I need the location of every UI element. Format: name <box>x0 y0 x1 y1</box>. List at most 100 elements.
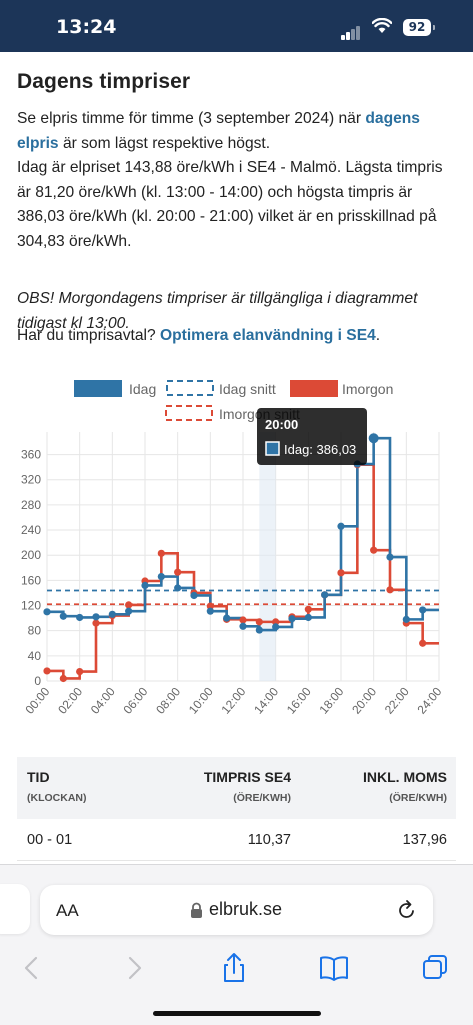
y-tick-label: 80 <box>28 624 42 638</box>
data-point-idag <box>174 584 182 592</box>
legend-idag-label: Idag <box>129 381 156 397</box>
navigation-bar <box>0 949 473 995</box>
data-point-imorgon <box>386 586 394 594</box>
y-axis-ticks: 0 40 80 120 160 200 240 280 320 360 <box>21 448 41 688</box>
cell-tid: 00 - 01 <box>27 832 73 848</box>
hover-band <box>259 432 276 681</box>
data-point-imorgon <box>174 568 182 576</box>
data-point-imorgon <box>370 546 378 554</box>
optimize-text: Har du timprisavtal? <box>17 327 160 344</box>
data-point-imorgon <box>304 605 312 613</box>
forward-arrow-icon[interactable] <box>114 949 154 989</box>
optimera-link[interactable]: Optimera elanvändning i SE4 <box>160 327 376 344</box>
data-point-idag <box>206 607 214 615</box>
data-point-imorgon <box>157 549 165 557</box>
battery-icon: 92 <box>403 19 431 36</box>
bookmarks-icon[interactable] <box>314 949 354 989</box>
intro-paragraph: Se elpris timme för timme (3 september 2… <box>17 107 457 254</box>
x-tick-label: 08:00 <box>153 684 183 716</box>
legend-imorgon-label: Imorgon <box>342 381 393 397</box>
dagens-elpris-link[interactable]: dagens elpris <box>17 110 420 152</box>
series-points <box>43 433 427 683</box>
x-tick-label: 14:00 <box>251 684 281 716</box>
data-point-idag <box>125 607 133 615</box>
data-point-imorgon <box>272 618 280 626</box>
y-tick-label: 120 <box>21 599 41 613</box>
page-title: Dagens timpriser <box>17 70 191 93</box>
intro-text-end: är som lägst respektive högst. <box>58 134 271 152</box>
data-point-idag <box>304 613 312 622</box>
chart-legend[interactable]: Idag Idag snitt Imorgon Imorgon snitt <box>74 380 393 422</box>
price-chart[interactable]: Idag Idag snitt Imorgon Imorgon snitt 04… <box>0 368 473 753</box>
legend-idag-swatch <box>74 380 122 397</box>
data-point-idag <box>157 572 165 581</box>
previous-tab-preview[interactable] <box>0 884 30 934</box>
tabs-icon[interactable] <box>415 949 455 989</box>
data-point-imorgon <box>43 667 51 675</box>
data-point-imorgon <box>255 618 263 626</box>
col-timpris: TIMPRIS SE4 <box>203 769 291 785</box>
cell-pris: 110,37 <box>247 832 291 848</box>
x-tick-label: 04:00 <box>88 684 118 716</box>
x-tick-label: 06:00 <box>120 684 150 716</box>
cellular-signal-icon <box>341 22 361 40</box>
y-tick-label: 0 <box>34 674 41 688</box>
data-point-idag <box>402 615 410 623</box>
x-tick-label: 24:00 <box>414 684 444 716</box>
data-point-imorgon <box>59 674 67 683</box>
x-tick-label: 20:00 <box>349 684 379 716</box>
address-bar[interactable]: AA elbruk.se <box>40 885 433 935</box>
share-icon[interactable] <box>214 949 254 989</box>
legend-imorgon-snitt-swatch <box>165 405 213 421</box>
lock-icon <box>191 902 202 918</box>
reload-icon[interactable] <box>397 899 417 921</box>
back-arrow-icon[interactable] <box>12 949 52 989</box>
y-tick-label: 280 <box>21 498 41 512</box>
article: Dagens timpriser Se elpris timme för tim… <box>17 70 457 344</box>
browser-toolbar: AA elbruk.se <box>0 864 473 1025</box>
y-tick-label: 160 <box>21 573 41 587</box>
y-tick-label: 320 <box>21 473 41 487</box>
optimize-end: . <box>375 327 381 344</box>
legend-idag-snitt-swatch <box>166 380 214 396</box>
data-point-idag <box>386 553 394 561</box>
data-point-idag <box>76 613 84 622</box>
chart-tooltip: 20:00 Idag: 386,03 <box>257 408 367 465</box>
data-point-idag <box>190 591 198 600</box>
x-tick-label: 02:00 <box>55 684 85 716</box>
data-point-idag <box>43 608 51 616</box>
data-point-imorgon <box>206 602 214 610</box>
legend-imorgon-swatch <box>290 380 338 397</box>
data-point-idag <box>255 626 263 634</box>
y-tick-label: 40 <box>28 649 42 663</box>
price-summary: Idag är elpriset 143,88 öre/kWh i SE4 - … <box>17 159 443 250</box>
col-tid-sub: (KLOCKAN) <box>27 792 87 804</box>
data-point-idag <box>239 622 247 630</box>
data-point-idag <box>223 614 231 622</box>
average-lines <box>47 589 439 606</box>
data-point-idag <box>337 522 345 530</box>
data-point-imorgon <box>239 616 247 624</box>
tooltip-label: Idag: 386,03 <box>284 442 356 457</box>
cell-moms: 137,96 <box>402 832 447 848</box>
status-bar: 13:24 92 <box>0 0 473 52</box>
data-point-idag <box>321 591 329 599</box>
data-point-imorgon <box>419 639 427 647</box>
note-paragraph: OBS! Morgondagens timpriser är tillgängl… <box>17 290 418 332</box>
data-point-idag <box>141 581 149 589</box>
tooltip-swatch <box>265 441 280 456</box>
optimize-paragraph: Har du timprisavtal? Optimera elanvändni… <box>17 324 457 349</box>
x-axis-ticks: 00:00 02:00 04:00 06:00 08:00 10:00 12:00 14:00… <box>22 684 444 716</box>
y-tick-label: 240 <box>21 523 41 537</box>
x-tick-label: 10:00 <box>186 684 216 716</box>
intro-text: Se elpris timme för timme (3 september 2… <box>17 110 366 127</box>
url-text[interactable]: elbruk.se <box>209 899 283 919</box>
hover-band-rect <box>259 432 276 681</box>
reader-settings-button[interactable]: AA <box>56 901 79 920</box>
data-point-idag <box>272 623 280 631</box>
data-point-idag <box>108 610 116 618</box>
data-point-idag <box>92 613 100 621</box>
x-tick-label: 22:00 <box>382 684 412 716</box>
y-tick-label: 360 <box>21 448 41 462</box>
y-tick-label: 200 <box>21 548 41 562</box>
